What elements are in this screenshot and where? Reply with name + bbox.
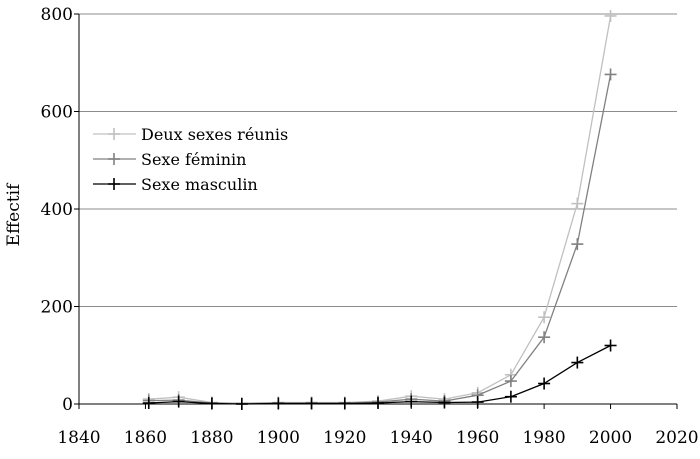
data-point <box>538 377 551 390</box>
data-point <box>205 397 218 410</box>
legend-marker <box>108 178 120 190</box>
x-tick-label: 1940 <box>390 428 433 448</box>
y-tick-label: 400 <box>41 200 73 220</box>
legend-marker <box>108 128 120 140</box>
data-point <box>471 396 484 409</box>
x-tick-label: 1880 <box>190 428 233 448</box>
y-tick-label: 600 <box>41 103 73 123</box>
data-point <box>604 68 617 81</box>
data-point <box>504 390 517 403</box>
series-1 <box>142 68 617 410</box>
x-tick-label: 1980 <box>522 428 565 448</box>
data-point <box>538 311 551 324</box>
data-point <box>438 396 451 409</box>
legend: Deux sexes réunis Sexe féminin Sexe mascul… <box>93 125 288 194</box>
x-tick-label: 2020 <box>655 428 698 448</box>
series-line <box>148 74 612 405</box>
x-tick-label: 1860 <box>124 428 167 448</box>
legend-label: Sexe masculin <box>141 175 258 194</box>
data-point <box>305 397 318 410</box>
data-point <box>235 398 248 410</box>
y-tick-label: 800 <box>41 5 73 25</box>
data-point <box>372 397 384 410</box>
series-2 <box>142 339 617 410</box>
x-tick-label: 2000 <box>589 428 632 448</box>
series-group <box>142 9 617 410</box>
data-point <box>504 375 517 388</box>
axes <box>74 13 678 409</box>
y-tick-label: 0 <box>62 395 73 415</box>
data-point <box>604 339 617 352</box>
data-point <box>142 397 155 410</box>
data-point <box>272 397 285 410</box>
series-line <box>148 15 612 405</box>
tick-labels: 0 200 400 600 800 1840 1860 1880 1900 1920 1940 196… <box>41 5 699 448</box>
legend-label: Deux sexes réunis <box>141 125 288 144</box>
x-tick-label: 1920 <box>323 428 366 448</box>
series-0 <box>142 9 617 410</box>
data-point <box>405 395 418 408</box>
legend-entry-0: Deux sexes réunis <box>93 125 288 144</box>
x-tick-label: 1960 <box>456 428 499 448</box>
y-axis-label: Effectif <box>4 182 24 246</box>
data-point <box>172 395 185 408</box>
data-point <box>571 356 584 369</box>
data-point <box>604 9 617 22</box>
series-line <box>148 344 611 405</box>
data-point <box>571 238 584 251</box>
legend-entry-2: Sexe masculin <box>93 175 258 194</box>
y-tick-label: 200 <box>41 298 73 318</box>
x-tick-label: 1900 <box>257 428 300 448</box>
legend-entry-1: Sexe féminin <box>93 150 246 169</box>
data-point <box>571 197 584 210</box>
x-tick-label: 1840 <box>57 428 100 448</box>
legend-label: Sexe féminin <box>141 150 246 169</box>
legend-marker <box>108 153 120 165</box>
data-point <box>338 397 351 410</box>
data-point <box>538 331 551 344</box>
